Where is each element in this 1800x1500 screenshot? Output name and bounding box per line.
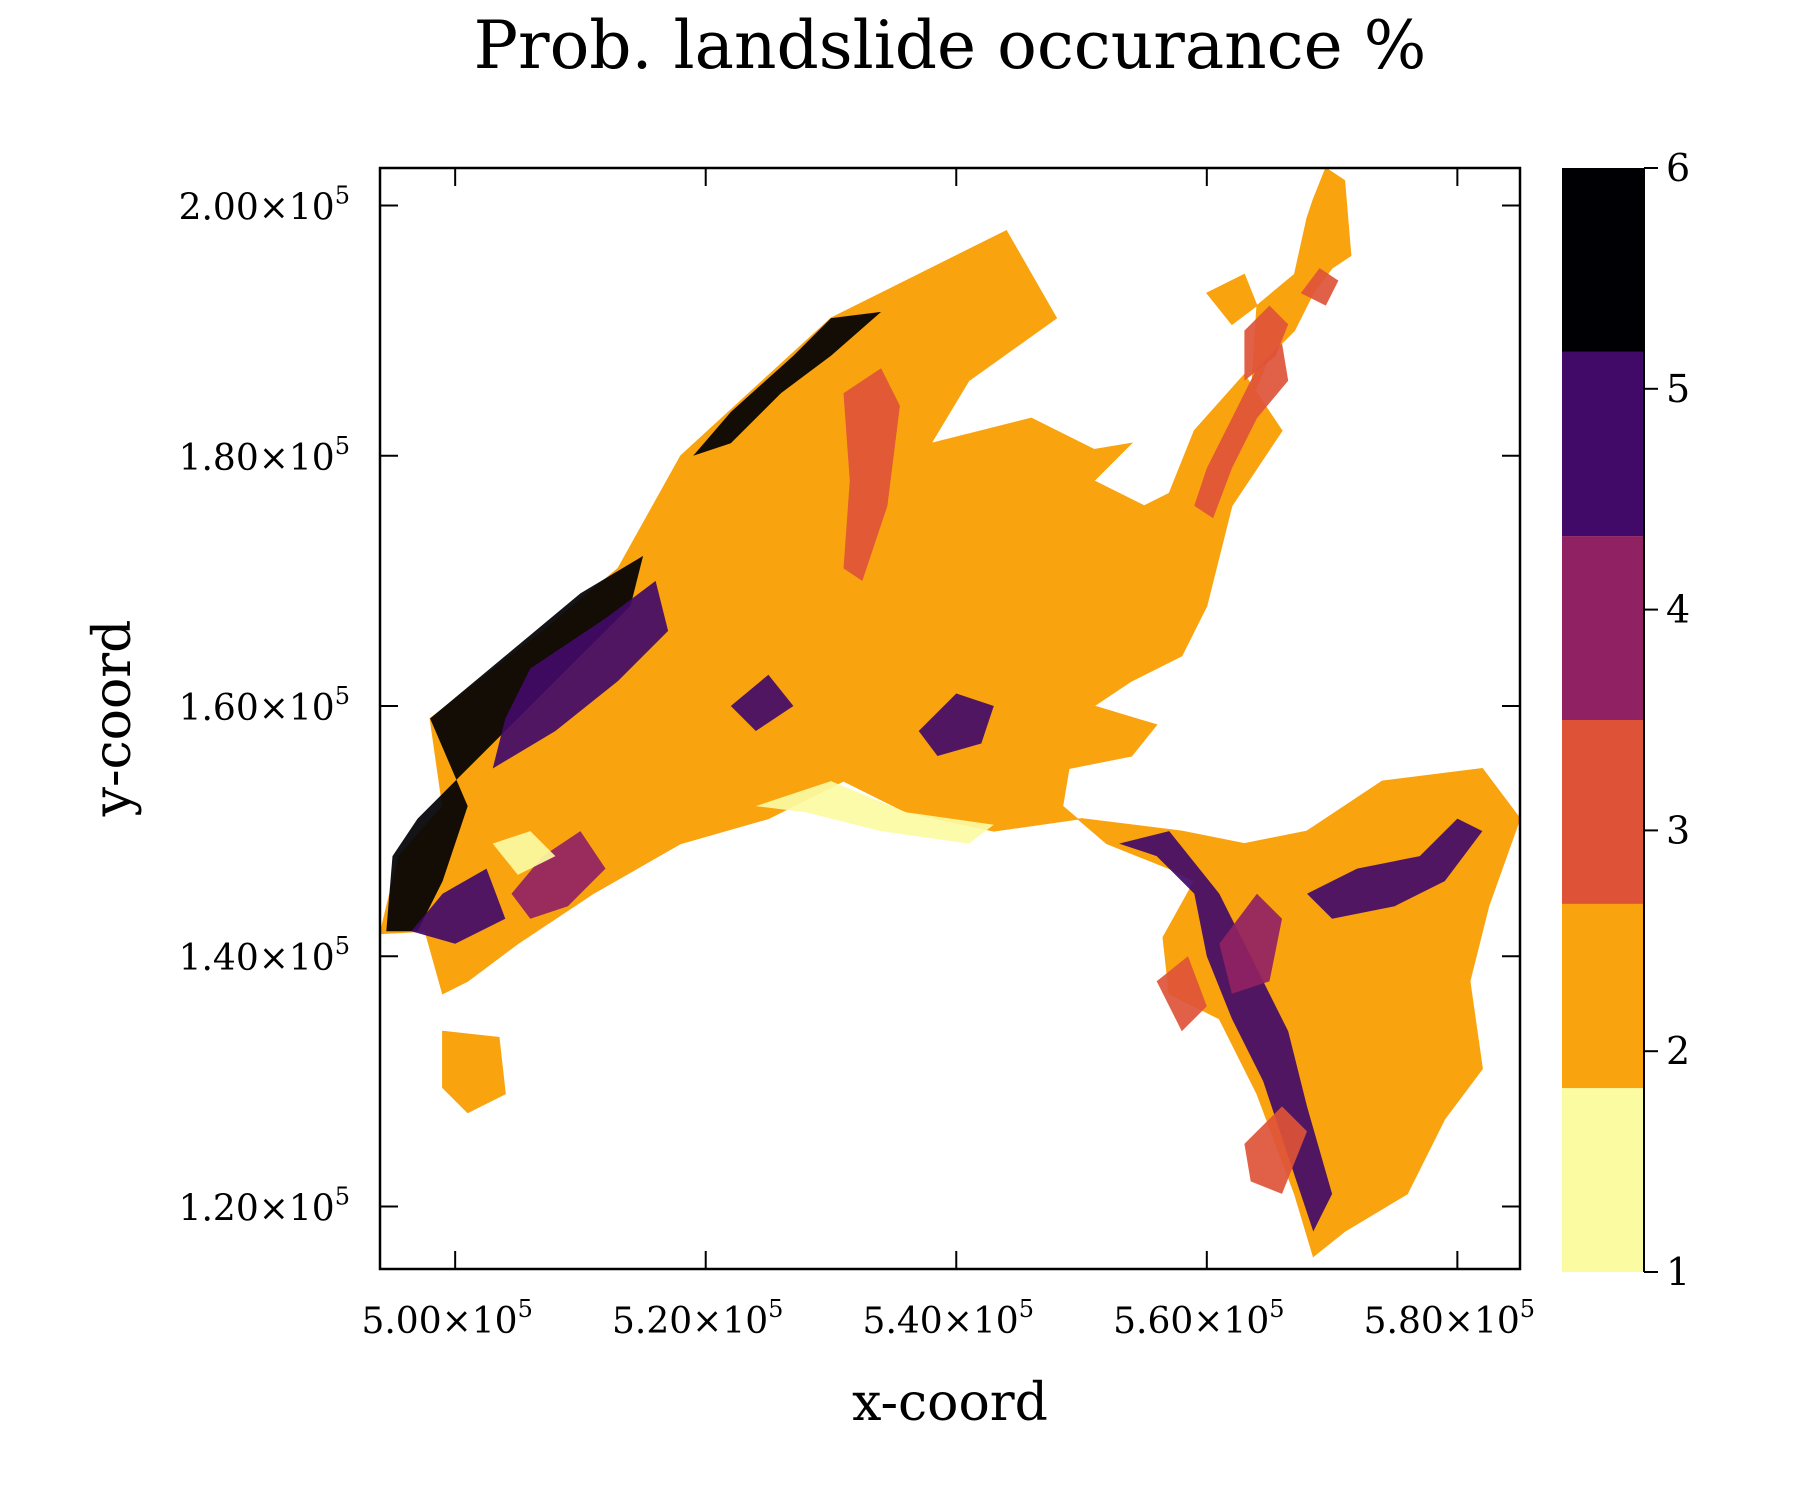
plot-frame [378,166,1522,1271]
map-patch [1156,956,1207,1032]
map-patch [1194,343,1289,519]
colorbar-bin [1562,1088,1644,1272]
map-patch [411,868,506,944]
x-tick-label: 5.00×105 [361,1295,532,1342]
colorbar-tick-label: 5 [1666,367,1690,411]
y-axis: 1.20×105 1.40×105 1.60×105 1.80×105 2.00×105 [179,182,1520,1229]
map-patch [492,831,556,875]
map-patch [1307,818,1483,919]
x-axis-label: x-coord [852,1373,1048,1433]
map-patch [511,831,606,919]
map-layer [380,168,1520,1258]
map-patch [1119,831,1333,1232]
colorbar-tick-label: 1 [1666,1250,1690,1294]
colorbar-tick-label: 3 [1666,808,1690,852]
colorbar-tick-label: 2 [1666,1029,1690,1073]
chart-title: Prob. landslide occurance % [474,7,1427,84]
y-tick-label: 1.20×105 [179,1182,350,1229]
colorbar-bin [1562,168,1644,352]
y-tick-label: 1.80×105 [179,432,350,479]
x-tick-label: 5.60×105 [1113,1295,1284,1342]
map-patch [730,674,794,731]
y-tick-label: 1.60×105 [179,682,350,729]
colorbar-bin [1562,720,1644,904]
map-patch [918,693,994,756]
x-tick-label: 5.20×105 [612,1295,783,1342]
colorbar-bin [1562,351,1644,537]
x-tick-label: 5.80×105 [1364,1295,1535,1342]
map-patch [1244,305,1289,381]
map-region-north-left [1206,273,1258,326]
colorbar-bin [1562,536,1644,720]
map-patch [843,368,900,581]
x-tick-label: 5.40×105 [863,1295,1034,1342]
map-patch [492,580,669,769]
colorbar-bin [1562,903,1644,1089]
colorbar-tick-label: 6 [1666,146,1690,190]
map-region-island [442,1030,506,1114]
colorbar: 1 2 3 4 5 6 [1562,146,1690,1294]
y-tick-label: 2.00×105 [179,182,350,229]
y-tick-label: 1.40×105 [179,932,350,979]
map-patch [693,311,882,456]
map-patch [1300,268,1339,306]
map-patch [1219,893,1282,994]
y-axis-label: y-coord [83,620,143,818]
colorbar-tick-label: 4 [1666,588,1690,632]
x-axis: 5.00×105 5.20×105 5.40×105 5.60×105 5.80×105 [361,168,1535,1342]
map-patch [1244,1106,1307,1194]
map-patch [755,781,994,844]
